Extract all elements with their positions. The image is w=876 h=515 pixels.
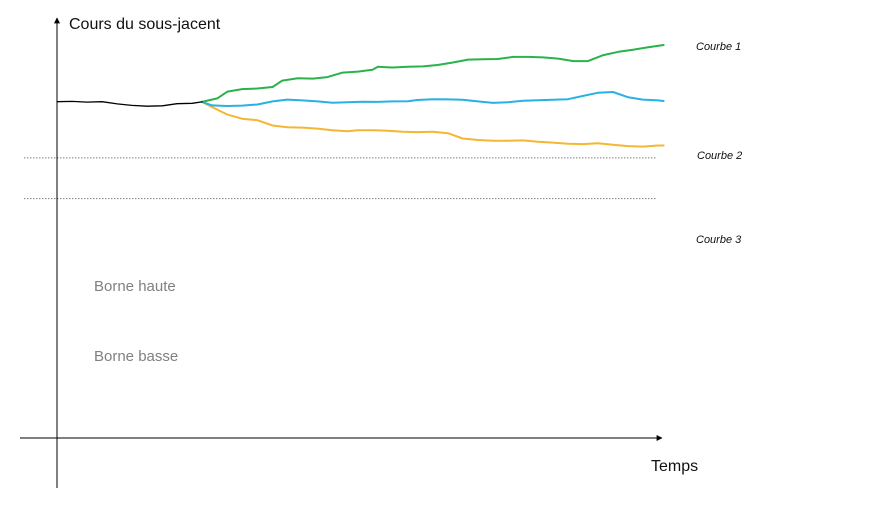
borne-haute-label: Borne haute bbox=[94, 278, 176, 295]
series-line-courbe-2 bbox=[200, 91, 665, 107]
y-axis-label: Cours du sous-jacent bbox=[69, 16, 221, 33]
x-axis-label: Temps bbox=[651, 458, 698, 475]
borne-basse-label: Borne basse bbox=[94, 348, 178, 365]
series-lines bbox=[56, 44, 665, 148]
series-label-courbe-3: Courbe 3 bbox=[696, 234, 742, 246]
series-line-courbe-3 bbox=[200, 100, 665, 148]
series-line-historique bbox=[56, 100, 203, 107]
reference-lines bbox=[24, 157, 656, 200]
series-line-courbe-1 bbox=[200, 44, 665, 103]
series-label-courbe-1: Courbe 1 bbox=[696, 41, 741, 53]
series-label-courbe-2: Courbe 2 bbox=[697, 150, 742, 162]
